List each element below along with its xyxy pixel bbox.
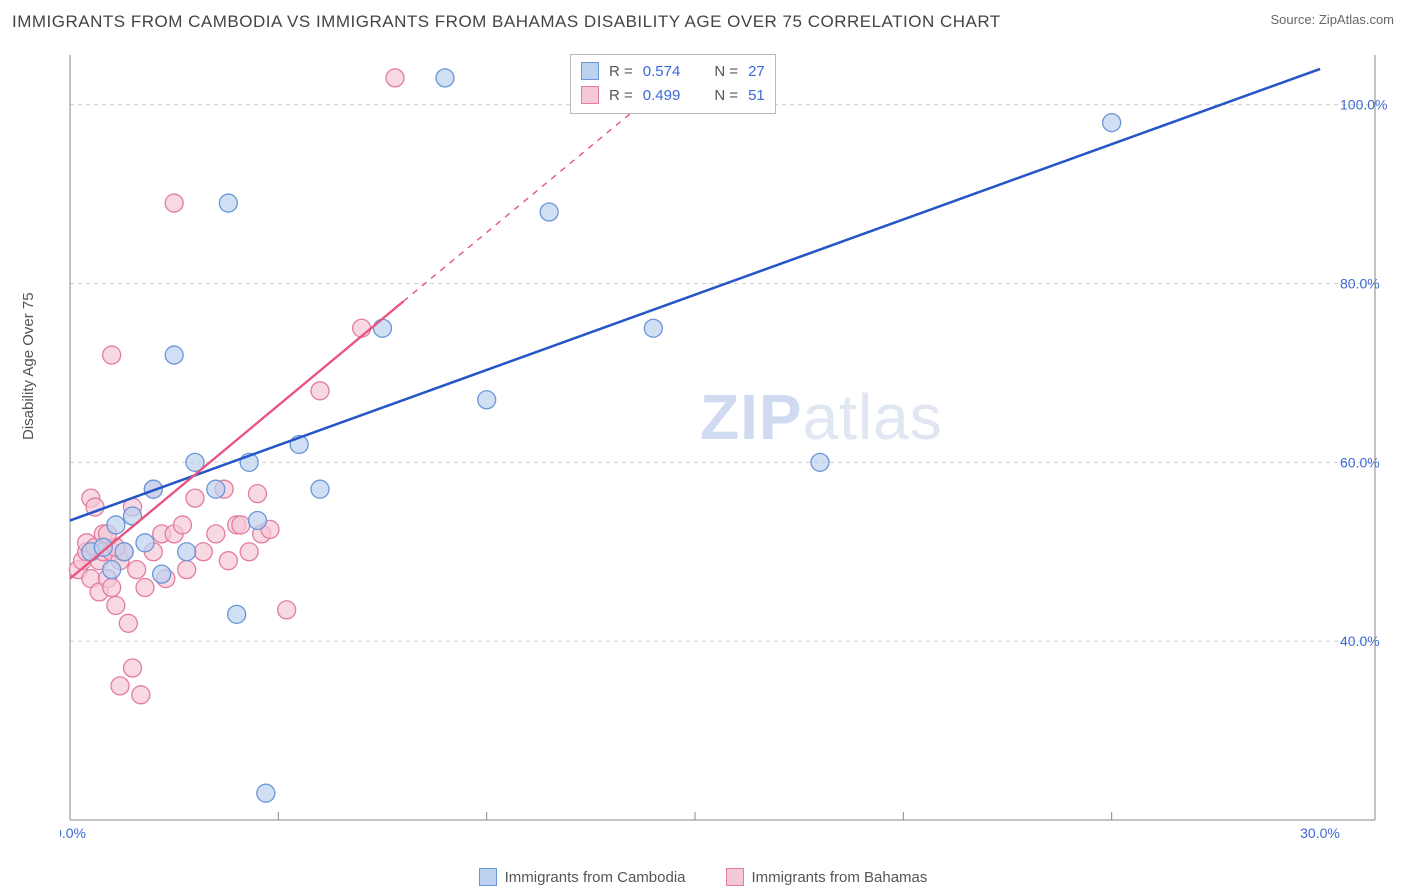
chart-header: IMMIGRANTS FROM CAMBODIA VS IMMIGRANTS F… [12,12,1394,32]
n-value-1: 51 [748,87,765,104]
r-value-1: 0.499 [643,87,681,104]
r-label: R = [609,63,633,80]
n-label: N = [714,87,738,104]
chart-source: Source: ZipAtlas.com [1270,12,1394,27]
chart-title: IMMIGRANTS FROM CAMBODIA VS IMMIGRANTS F… [12,12,1001,32]
svg-text:40.0%: 40.0% [1340,633,1380,649]
plot-area: 40.0% 60.0% 80.0% 100.0% 0.0% 30.0% [60,50,1390,840]
correlation-row-0: R = 0.574 N = 27 [581,59,765,83]
svg-text:30.0%: 30.0% [1300,825,1340,840]
n-label: N = [714,63,738,80]
swatch-cambodia [581,62,599,80]
svg-text:100.0%: 100.0% [1340,97,1387,113]
legend-label-0: Immigrants from Cambodia [505,869,686,886]
swatch-bahamas-icon [726,868,744,886]
n-value-0: 27 [748,63,765,80]
r-label: R = [609,87,633,104]
legend-item-cambodia: Immigrants from Cambodia [479,868,686,886]
correlation-row-1: R = 0.499 N = 51 [581,83,765,107]
svg-text:0.0%: 0.0% [60,825,86,840]
swatch-bahamas [581,86,599,104]
svg-text:80.0%: 80.0% [1340,276,1380,292]
series-legend: Immigrants from Cambodia Immigrants from… [0,868,1406,886]
swatch-cambodia-icon [479,868,497,886]
scatter-chart-svg: 40.0% 60.0% 80.0% 100.0% 0.0% 30.0% [60,50,1390,840]
y-axis-label: Disability Age Over 75 [20,292,37,440]
svg-text:60.0%: 60.0% [1340,454,1380,470]
legend-label-1: Immigrants from Bahamas [752,869,928,886]
r-value-0: 0.574 [643,63,681,80]
correlation-legend: R = 0.574 N = 27 R = 0.499 N = 51 [570,54,776,114]
legend-item-bahamas: Immigrants from Bahamas [726,868,928,886]
